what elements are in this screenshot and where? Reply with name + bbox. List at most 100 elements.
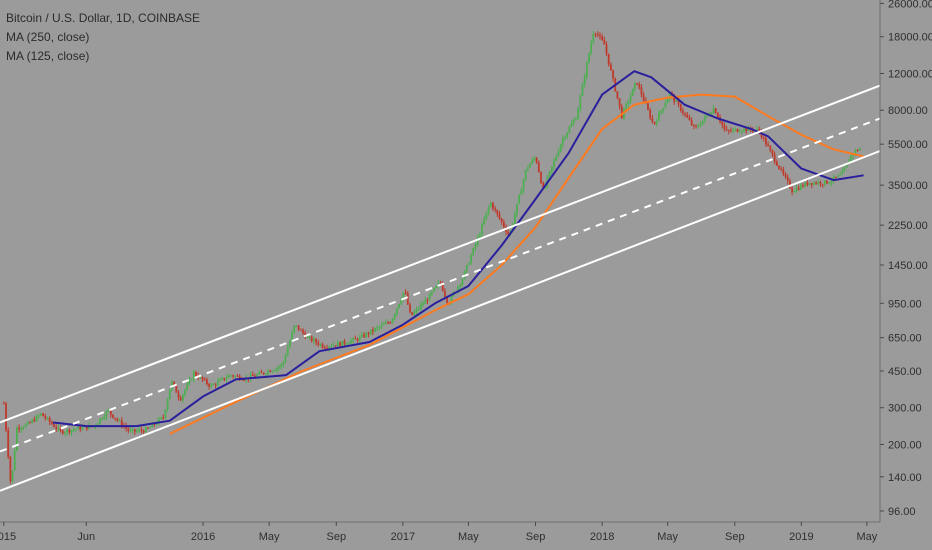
candle-body[interactable] <box>168 389 171 400</box>
candle-body[interactable] <box>566 132 569 138</box>
candle-body[interactable] <box>564 137 566 139</box>
candle-body[interactable] <box>599 35 601 37</box>
candle-body[interactable] <box>817 181 820 184</box>
candle-body[interactable] <box>502 222 505 228</box>
candle-body[interactable] <box>284 355 287 362</box>
candle-body[interactable] <box>341 340 344 346</box>
candle-body[interactable] <box>297 325 300 330</box>
candle-body[interactable] <box>441 283 444 292</box>
candle-body[interactable] <box>140 429 143 431</box>
candle-body[interactable] <box>734 129 737 131</box>
candle-body[interactable] <box>802 185 804 187</box>
candle-body[interactable] <box>575 119 577 121</box>
candle-body[interactable] <box>74 429 77 431</box>
candle-body[interactable] <box>760 131 763 138</box>
candle-body[interactable] <box>330 346 333 348</box>
candle-body[interactable] <box>485 212 488 220</box>
candle-body[interactable] <box>129 430 132 432</box>
candle-body[interactable] <box>721 121 724 125</box>
candle-body[interactable] <box>112 414 114 418</box>
candle-body[interactable] <box>605 44 608 54</box>
candle-body[interactable] <box>804 182 807 187</box>
candle-body[interactable] <box>5 403 7 431</box>
candle-body[interactable] <box>109 410 112 415</box>
candle-body[interactable] <box>808 183 811 185</box>
candle-body[interactable] <box>439 282 442 284</box>
candle-body[interactable] <box>457 286 459 292</box>
candle-body[interactable] <box>173 381 176 386</box>
candle-body[interactable] <box>356 338 359 341</box>
candle-body[interactable] <box>815 182 818 184</box>
candle-body[interactable] <box>227 375 230 378</box>
candle-body[interactable] <box>529 163 531 168</box>
candle-body[interactable] <box>345 343 348 345</box>
candle-body[interactable] <box>775 161 778 166</box>
candle-body[interactable] <box>819 181 822 185</box>
candle-body[interactable] <box>151 423 154 428</box>
candle-body[interactable] <box>157 418 160 424</box>
candle-body[interactable] <box>426 300 429 302</box>
candle-body[interactable] <box>513 214 516 225</box>
candle-body[interactable] <box>55 427 58 429</box>
candle-body[interactable] <box>249 374 252 380</box>
candle-body[interactable] <box>461 279 464 285</box>
candle-body[interactable] <box>99 418 101 424</box>
candle-body[interactable] <box>682 110 684 114</box>
candle-body[interactable] <box>2 403 5 405</box>
candle-body[interactable] <box>177 392 180 398</box>
candle-body[interactable] <box>780 168 783 170</box>
candle-body[interactable] <box>306 336 309 338</box>
candle-body[interactable] <box>312 339 315 342</box>
candle-body[interactable] <box>400 299 403 304</box>
candle-body[interactable] <box>769 146 772 151</box>
candle-body[interactable] <box>561 138 564 145</box>
candle-body[interactable] <box>703 116 706 121</box>
candle-body[interactable] <box>166 399 169 410</box>
indicator-ma-125-label[interactable]: MA (125, close) <box>6 49 90 63</box>
candle-body[interactable] <box>273 370 276 372</box>
candle-body[interactable] <box>616 91 619 99</box>
candle-body[interactable] <box>638 84 641 88</box>
candle-body[interactable] <box>655 120 658 124</box>
candle-body[interactable] <box>727 130 730 132</box>
candle-body[interactable] <box>376 327 379 329</box>
candle-body[interactable] <box>236 375 239 377</box>
candle-body[interactable] <box>328 346 331 349</box>
candle-body[interactable] <box>203 379 206 381</box>
candle-body[interactable] <box>208 384 210 387</box>
candle-body[interactable] <box>725 129 728 131</box>
candle-body[interactable] <box>371 329 374 332</box>
candle-body[interactable] <box>658 112 660 121</box>
candle-body[interactable] <box>762 137 765 139</box>
candle-body[interactable] <box>618 98 621 107</box>
candle-body[interactable] <box>476 237 479 245</box>
candle-body[interactable] <box>858 148 861 151</box>
candle-body[interactable] <box>592 33 595 43</box>
candle-body[interactable] <box>631 88 634 96</box>
candle-body[interactable] <box>791 188 794 193</box>
time-axis[interactable]: 2015 Jun 2016 May Sep 2017 May Sep 2018 May Sep 201… <box>0 521 880 543</box>
candle-body[interactable] <box>46 417 49 419</box>
candle-body[interactable] <box>319 344 322 346</box>
candle-body[interactable] <box>524 169 527 180</box>
candle-body[interactable] <box>850 155 852 162</box>
candle-body[interactable] <box>773 154 776 162</box>
candle-body[interactable] <box>594 33 597 35</box>
candle-body[interactable] <box>577 108 580 120</box>
candle-body[interactable] <box>609 64 612 71</box>
candle-body[interactable] <box>472 248 475 256</box>
candle-body[interactable] <box>590 42 593 54</box>
candle-body[interactable] <box>478 234 481 238</box>
candle-body[interactable] <box>581 84 584 96</box>
candle-body[interactable] <box>81 427 84 430</box>
candle-body[interactable] <box>433 288 435 292</box>
candle-body[interactable] <box>378 326 381 328</box>
candle-body[interactable] <box>50 421 53 425</box>
candle-body[interactable] <box>33 419 36 422</box>
candle-body[interactable] <box>542 182 545 189</box>
candle-body[interactable] <box>389 322 392 324</box>
candle-body[interactable] <box>607 53 610 65</box>
candle-body[interactable] <box>496 209 499 214</box>
candle-body[interactable] <box>365 332 368 337</box>
candle-body[interactable] <box>662 108 665 111</box>
